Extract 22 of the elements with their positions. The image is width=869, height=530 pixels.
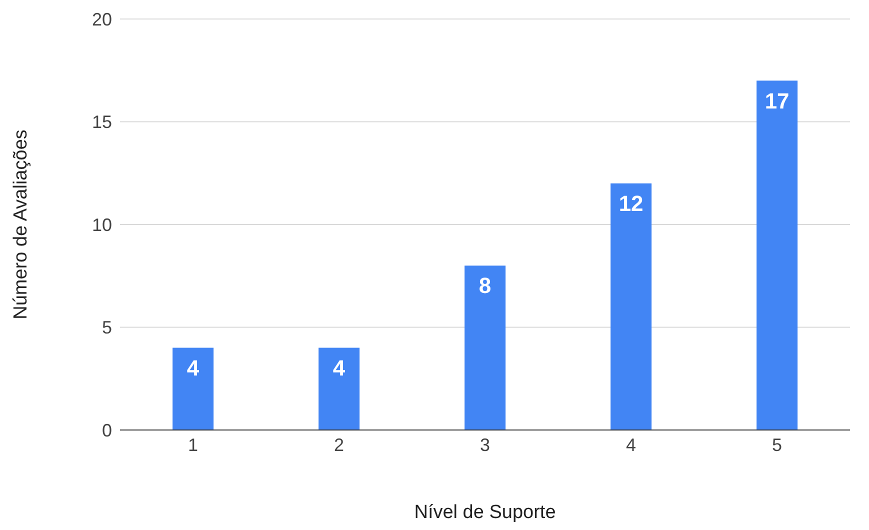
data-label: 8 [478, 273, 492, 298]
data-label: 17 [764, 88, 790, 114]
x-tick-label: 4 [626, 434, 636, 455]
data-label: 4 [332, 355, 346, 380]
x-axis-title: Nível de Suporte [414, 502, 556, 523]
bar [464, 266, 506, 430]
data-label: 12 [618, 191, 644, 216]
x-tick-label: 5 [772, 434, 782, 455]
y-axis-title: Número de Avaliações [10, 130, 32, 320]
y-tick-label: 5 [102, 318, 112, 338]
data-label: 4 [186, 355, 200, 380]
y-tick-label: 20 [92, 9, 112, 30]
bar [318, 348, 360, 430]
bar [610, 183, 652, 430]
y-tick-label: 15 [92, 112, 112, 132]
bar [756, 80, 798, 430]
x-tick-label: 3 [480, 434, 490, 455]
y-tick-label: 0 [102, 420, 112, 440]
bar [172, 348, 214, 430]
x-tick-label: 1 [188, 434, 198, 455]
y-tick-label: 10 [92, 214, 112, 235]
x-tick-label: 2 [334, 434, 344, 455]
